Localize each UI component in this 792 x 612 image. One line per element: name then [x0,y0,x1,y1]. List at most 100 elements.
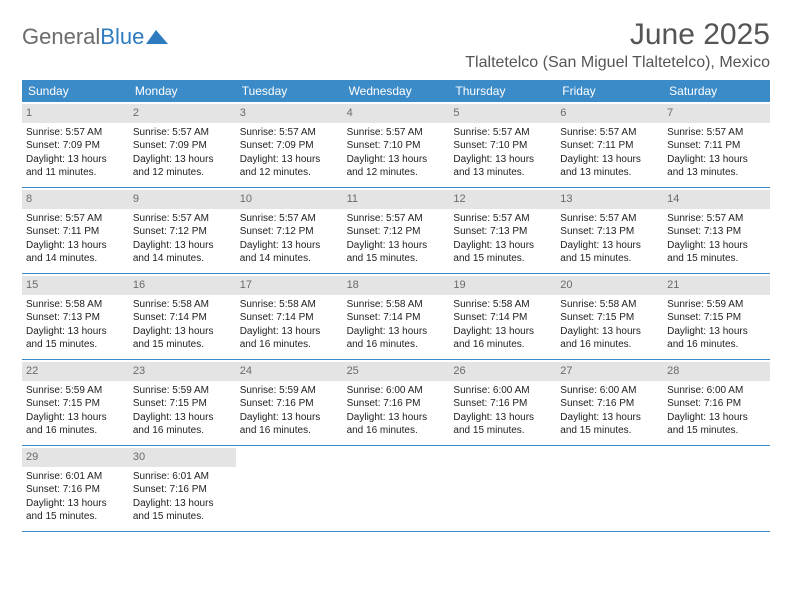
sunset-line: Sunset: 7:09 PM [133,139,232,153]
sunrise-line: Sunrise: 5:57 AM [347,126,446,140]
sunset-line: Sunset: 7:16 PM [133,483,232,497]
day-cell: 24Sunrise: 5:59 AMSunset: 7:16 PMDayligh… [236,360,343,445]
dow-saturday: Saturday [663,80,770,102]
day-content: Sunrise: 5:57 AMSunset: 7:11 PMDaylight:… [560,126,659,180]
day-cell: 25 Sunrise: 6:00 AMSunset: 7:16 PMDayligh… [343,360,450,445]
daylight-line: Daylight: 13 hours and 14 minutes. [133,239,232,266]
daylight-line: Daylight: 13 hours and 12 minutes. [347,153,446,180]
day-number: 14 [663,190,770,209]
sunrise-line: Sunrise: 5:57 AM [240,126,339,140]
sunrise-line: Sunrise: 6:00 AM [560,384,659,398]
daylight-line: Daylight: 13 hours and 13 minutes. [560,153,659,180]
sunset-line: Sunset: 7:12 PM [133,225,232,239]
day-number: 27 [556,362,663,381]
day-cell: 4 Sunrise: 5:57 AMSunset: 7:10 PMDaylight… [343,102,450,187]
daylight-line: Daylight: 13 hours and 15 minutes. [667,239,766,266]
dow-friday: Friday [556,80,663,102]
sunset-line: Sunset: 7:14 PM [453,311,552,325]
sunrise-line: Sunrise: 5:57 AM [133,212,232,226]
day-content: Sunrise: 6:01 AMSunset: 7:16 PMDaylight:… [133,470,232,524]
day-content: Sunrise: 5:59 AMSunset: 7:15 PMDaylight:… [133,384,232,438]
sunrise-line: Sunrise: 5:57 AM [667,212,766,226]
daylight-line: Daylight: 13 hours and 16 minutes. [347,411,446,438]
day-content: Sunrise: 5:57 AMSunset: 7:09 PMDaylight:… [240,126,339,180]
sunset-line: Sunset: 7:16 PM [347,397,446,411]
sunset-line: Sunset: 7:11 PM [26,225,125,239]
sunset-line: Sunset: 7:14 PM [133,311,232,325]
sunrise-line: Sunrise: 5:57 AM [560,126,659,140]
sunset-line: Sunset: 7:11 PM [560,139,659,153]
sunrise-line: Sunrise: 6:00 AM [347,384,446,398]
day-cell: 26Sunrise: 6:00 AMSunset: 7:16 PMDayligh… [449,360,556,445]
day-cell: 27Sunrise: 6:00 AMSunset: 7:16 PMDayligh… [556,360,663,445]
sunrise-line: Sunrise: 5:59 AM [133,384,232,398]
daylight-line: Daylight: 13 hours and 15 minutes. [133,497,232,524]
day-number: 25 [343,362,450,381]
sunset-line: Sunset: 7:15 PM [133,397,232,411]
day-content: Sunrise: 5:58 AMSunset: 7:14 PMDaylight:… [453,298,552,352]
weeks-container: 1Sunrise: 5:57 AMSunset: 7:09 PMDaylight… [22,102,770,532]
sunrise-line: Sunrise: 5:57 AM [667,126,766,140]
sunset-line: Sunset: 7:15 PM [560,311,659,325]
sunrise-line: Sunrise: 5:58 AM [453,298,552,312]
day-number: 21 [663,276,770,295]
sunrise-line: Sunrise: 5:58 AM [26,298,125,312]
sunset-line: Sunset: 7:15 PM [667,311,766,325]
day-cell: 29Sunrise: 6:01 AMSunset: 7:16 PMDayligh… [22,446,129,531]
title-block: June 2025 Tlaltetelco (San Miguel Tlalte… [465,18,770,72]
day-number: 10 [236,190,343,209]
day-cell [449,446,556,531]
day-cell [556,446,663,531]
day-content: Sunrise: 5:57 AMSunset: 7:09 PMDaylight:… [26,126,125,180]
sunset-line: Sunset: 7:16 PM [240,397,339,411]
week-row: 1Sunrise: 5:57 AMSunset: 7:09 PMDaylight… [22,102,770,188]
day-number: 28 [663,362,770,381]
logo-pennant-icon [146,28,172,46]
sunset-line: Sunset: 7:12 PM [347,225,446,239]
day-content: Sunrise: 6:00 AMSunset: 7:16 PMDaylight:… [667,384,766,438]
day-cell: 28 Sunrise: 6:00 AMSunset: 7:16 PMDayligh… [663,360,770,445]
day-content: Sunrise: 5:57 AMSunset: 7:12 PMDaylight:… [133,212,232,266]
sunset-line: Sunset: 7:09 PM [26,139,125,153]
daylight-line: Daylight: 13 hours and 16 minutes. [133,411,232,438]
day-cell: 14 Sunrise: 5:57 AMSunset: 7:13 PMDayligh… [663,188,770,273]
day-number: 20 [556,276,663,295]
day-cell: 6 Sunrise: 5:57 AMSunset: 7:11 PMDaylight… [556,102,663,187]
daylight-line: Daylight: 13 hours and 13 minutes. [453,153,552,180]
day-of-week-header: Sunday Monday Tuesday Wednesday Thursday… [22,80,770,102]
week-row: 29Sunrise: 6:01 AMSunset: 7:16 PMDayligh… [22,446,770,532]
day-number: 13 [556,190,663,209]
sunset-line: Sunset: 7:10 PM [347,139,446,153]
sunrise-line: Sunrise: 5:57 AM [26,212,125,226]
day-number: 9 [129,190,236,209]
sunset-line: Sunset: 7:13 PM [26,311,125,325]
daylight-line: Daylight: 13 hours and 15 minutes. [560,239,659,266]
sunrise-line: Sunrise: 5:58 AM [240,298,339,312]
sunset-line: Sunset: 7:13 PM [667,225,766,239]
sunrise-line: Sunrise: 5:59 AM [26,384,125,398]
sunset-line: Sunset: 7:13 PM [453,225,552,239]
day-cell: 18Sunrise: 5:58 AMSunset: 7:14 PMDayligh… [343,274,450,359]
daylight-line: Daylight: 13 hours and 16 minutes. [240,325,339,352]
sunset-line: Sunset: 7:16 PM [560,397,659,411]
day-number: 6 [556,104,663,123]
dow-thursday: Thursday [449,80,556,102]
day-cell: 21Sunrise: 5:59 AMSunset: 7:15 PMDayligh… [663,274,770,359]
day-cell: 5Sunrise: 5:57 AMSunset: 7:10 PMDaylight… [449,102,556,187]
daylight-line: Daylight: 13 hours and 14 minutes. [240,239,339,266]
month-title: June 2025 [465,18,770,52]
location-subtitle: Tlaltetelco (San Miguel Tlaltetelco), Me… [465,54,770,72]
day-content: Sunrise: 5:57 AMSunset: 7:09 PMDaylight:… [133,126,232,180]
sunrise-line: Sunrise: 5:58 AM [133,298,232,312]
day-content: Sunrise: 5:58 AMSunset: 7:14 PMDaylight:… [133,298,232,352]
day-content: Sunrise: 5:57 AMSunset: 7:11 PMDaylight:… [667,126,766,180]
day-number: 12 [449,190,556,209]
daylight-line: Daylight: 13 hours and 15 minutes. [453,411,552,438]
day-number: 4 [343,104,450,123]
sunset-line: Sunset: 7:16 PM [453,397,552,411]
day-number: 18 [343,276,450,295]
day-cell: 11Sunrise: 5:57 AMSunset: 7:12 PMDayligh… [343,188,450,273]
day-content: Sunrise: 5:57 AMSunset: 7:11 PMDaylight:… [26,212,125,266]
daylight-line: Daylight: 13 hours and 15 minutes. [453,239,552,266]
day-cell: 1Sunrise: 5:57 AMSunset: 7:09 PMDaylight… [22,102,129,187]
